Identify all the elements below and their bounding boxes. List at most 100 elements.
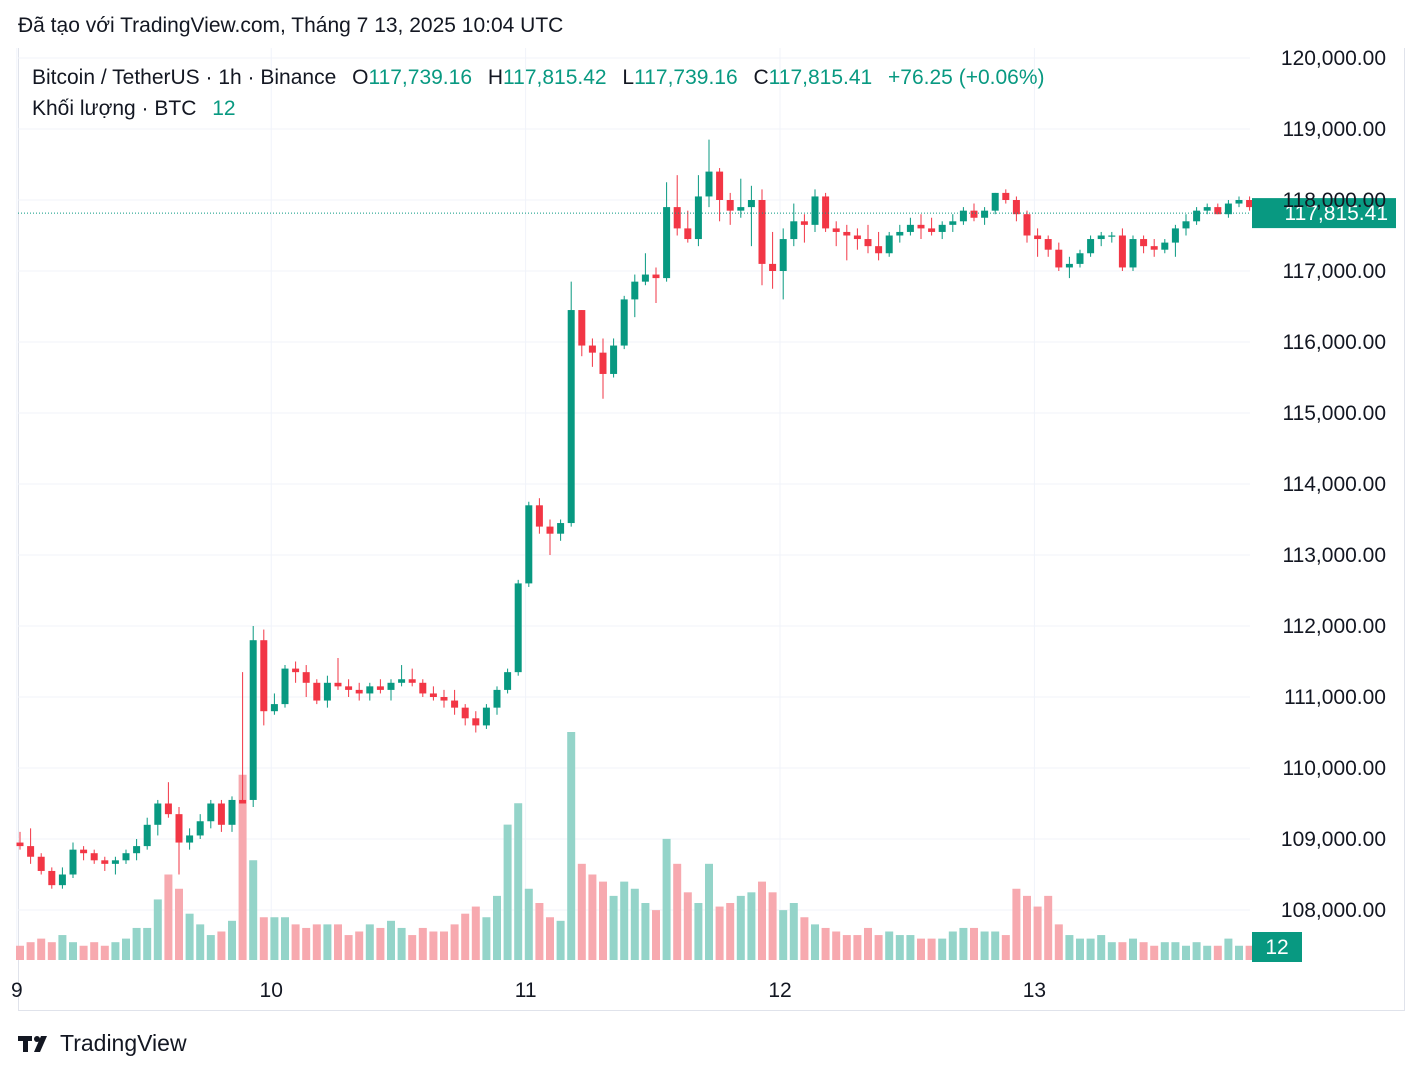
- candle-body: [1150, 246, 1158, 250]
- candle-body: [355, 689, 363, 694]
- volume-bar: [429, 931, 438, 960]
- candle-body: [705, 171, 713, 197]
- volume-bar: [842, 935, 851, 960]
- candle-body: [16, 842, 24, 847]
- candle-body: [726, 200, 734, 211]
- candle-body: [472, 718, 480, 726]
- candle-body: [694, 196, 702, 240]
- volume-bar: [185, 913, 194, 960]
- volume-bar: [609, 895, 618, 960]
- candle-body: [1023, 214, 1031, 236]
- volume-bar: [471, 906, 480, 960]
- candle-body: [1235, 200, 1243, 204]
- y-tick-label: 117,000.00: [1282, 260, 1386, 283]
- volume-bars: [16, 732, 1275, 960]
- candle-body: [896, 231, 904, 236]
- candle-body: [928, 228, 936, 232]
- candle-body: [1161, 242, 1169, 250]
- candle-body: [779, 239, 787, 271]
- tradingview-logo-icon: [18, 1034, 52, 1054]
- close-label: C: [753, 66, 769, 89]
- volume-bar: [895, 935, 904, 960]
- volume-bar: [1023, 895, 1031, 960]
- volume-bar: [959, 927, 968, 960]
- candle-body: [504, 672, 512, 690]
- volume-bar: [747, 892, 756, 960]
- volume-bar: [630, 888, 639, 960]
- volume-bar: [132, 927, 141, 960]
- candle-body: [260, 640, 268, 712]
- volume-bar: [228, 920, 236, 960]
- close-value: 117,815.41: [768, 66, 873, 89]
- volume-bar: [1044, 895, 1053, 960]
- volume-bar: [853, 935, 862, 960]
- volume-bar: [259, 917, 268, 960]
- y-tick-label: 108,000.00: [1281, 899, 1386, 922]
- change-value: +76.25 (+0.06%): [888, 66, 1045, 89]
- volume-bar: [100, 945, 109, 960]
- candle-body: [1087, 239, 1095, 254]
- candle-body: [1065, 263, 1073, 268]
- volume-bar: [450, 924, 459, 960]
- candle-body: [366, 686, 374, 694]
- volume-bar: [1224, 938, 1233, 960]
- tradingview-logo[interactable]: TradingView: [18, 1030, 187, 1057]
- candle-body: [567, 310, 575, 524]
- candle-body: [292, 668, 300, 673]
- volume-bar: [196, 924, 205, 960]
- volume-bar: [503, 824, 512, 960]
- volume-bar: [577, 863, 586, 960]
- volume-bar: [567, 732, 576, 960]
- volume-bar: [1171, 942, 1180, 960]
- volume-bar: [291, 924, 300, 960]
- volume-bar: [1192, 942, 1201, 960]
- volume-bar: [917, 938, 925, 960]
- candle-body: [1118, 235, 1126, 268]
- y-tick-label: 120,000.00: [1281, 47, 1386, 70]
- x-tick-label: 10: [260, 979, 283, 1002]
- candle-body: [747, 200, 755, 208]
- candle-body: [207, 803, 215, 822]
- candle-body: [1129, 239, 1137, 268]
- y-tick-label: 115,000.00: [1282, 402, 1386, 425]
- volume-bar: [344, 935, 353, 960]
- candle-body: [58, 874, 66, 886]
- candle-body: [239, 799, 247, 804]
- volume-label[interactable]: Khối lượng · BTC: [32, 97, 197, 120]
- volume-bar: [493, 895, 501, 960]
- volume-bar: [69, 942, 77, 960]
- candle-body: [769, 263, 777, 271]
- candle-body: [1044, 239, 1052, 250]
- last-price-label: 117,815.41: [1284, 202, 1388, 225]
- candle-body: [387, 682, 395, 690]
- candle-body: [323, 682, 331, 701]
- volume-badge: [1252, 932, 1302, 962]
- volume-bar: [1107, 942, 1116, 960]
- volume-bar: [705, 863, 713, 960]
- volume-bar: [312, 924, 321, 960]
- candle-body: [80, 849, 88, 854]
- candle-body: [461, 707, 469, 719]
- volume-bar: [641, 903, 650, 960]
- candle-body: [970, 210, 978, 218]
- volume-bar: [1139, 942, 1148, 960]
- volume-bar: [16, 945, 24, 960]
- candle-body: [535, 505, 543, 527]
- candle-body: [822, 196, 830, 229]
- volume-bar: [673, 863, 682, 960]
- volume-bar: [249, 860, 258, 960]
- symbol-label[interactable]: Bitcoin / TetherUS · 1h · Binance: [32, 66, 337, 89]
- high-value: 117,815.42: [503, 66, 607, 89]
- volume-bar: [652, 910, 660, 960]
- chart-legend: Bitcoin / TetherUS · 1h · Binance O117,7…: [32, 64, 1045, 126]
- volume-bar: [726, 903, 735, 960]
- x-tick-label: 12: [768, 979, 791, 1002]
- candle-body: [1171, 228, 1179, 243]
- volume-bar: [47, 942, 56, 960]
- candle-body: [376, 686, 384, 690]
- volume-bar: [1086, 938, 1095, 960]
- volume-bar: [238, 774, 247, 960]
- candle-body: [917, 224, 925, 229]
- volume-bar: [1054, 924, 1063, 960]
